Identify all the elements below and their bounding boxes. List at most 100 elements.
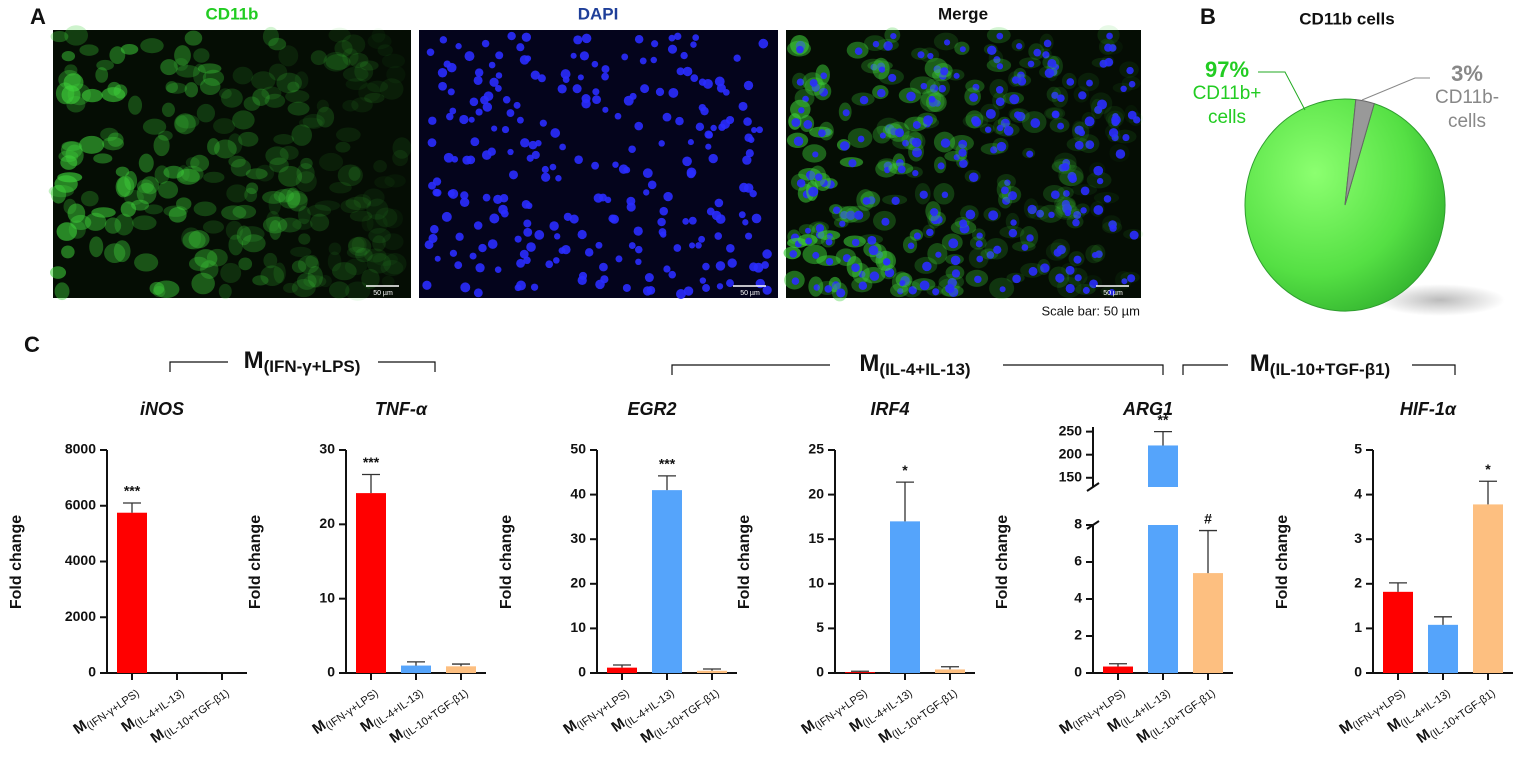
nucleus: [506, 109, 515, 117]
nucleus: [647, 180, 657, 190]
nucleus: [439, 36, 448, 44]
y-tick-label: 0: [1074, 664, 1082, 680]
cell: [104, 217, 122, 234]
cell: [353, 194, 372, 209]
nucleus: [1074, 140, 1084, 150]
nucleus: [877, 88, 886, 98]
cell: [273, 189, 295, 203]
nucleus: [539, 119, 547, 127]
cell: [273, 134, 295, 145]
nucleus: [1093, 165, 1104, 176]
cell: [305, 254, 319, 269]
cell: [278, 45, 299, 67]
nucleus: [836, 288, 846, 298]
nucleus: [488, 61, 496, 69]
nucleus: [1021, 244, 1029, 251]
nucleus: [602, 106, 609, 113]
nucleus: [920, 82, 928, 90]
group-label: M(IL-4+IL-13): [859, 350, 970, 379]
cell: [101, 87, 126, 103]
cell: [244, 187, 258, 203]
cell: [268, 63, 288, 81]
y-tick-label: 1: [1354, 619, 1362, 635]
cell: [200, 260, 219, 279]
cell: [345, 78, 368, 91]
nucleus: [673, 244, 682, 252]
nucleus: [704, 130, 713, 139]
nucleus: [940, 138, 951, 148]
cell: [134, 253, 159, 272]
nucleus: [1126, 66, 1134, 75]
nucleus: [1093, 205, 1104, 215]
cell: [104, 243, 126, 263]
nucleus: [537, 74, 546, 83]
nucleus: [464, 51, 475, 62]
cell: [176, 197, 192, 211]
nucleus: [1129, 230, 1139, 240]
cell: [226, 184, 248, 203]
nucleus: [702, 284, 711, 292]
nucleus: [743, 80, 754, 91]
nucleus: [560, 69, 571, 80]
nucleus: [815, 224, 825, 233]
nucleus: [1072, 218, 1080, 227]
cell: [307, 204, 332, 217]
cell: [221, 205, 247, 221]
cell: [331, 262, 357, 281]
nucleus: [872, 40, 880, 48]
y-tick-label: 4000: [65, 552, 96, 568]
nucleus: [460, 282, 471, 293]
nucleus: [996, 141, 1007, 152]
nucleus: [1047, 58, 1057, 69]
y-tick-label: 2: [1354, 575, 1362, 591]
nucleus: [1057, 94, 1065, 102]
group-sub: (IL-4+IL-13): [879, 360, 970, 379]
nucleus: [940, 67, 949, 76]
error-bar: [1109, 663, 1127, 667]
bar: [697, 670, 727, 673]
nucleus: [441, 211, 452, 222]
cell: [386, 65, 406, 84]
nucleus: [433, 188, 442, 197]
nucleus: [1109, 224, 1117, 232]
error-bar: [703, 668, 721, 671]
nucleus: [473, 288, 483, 298]
nucleus: [985, 108, 996, 119]
cell: [153, 280, 180, 299]
cell: [262, 216, 288, 234]
nucleus: [891, 196, 900, 205]
cell: [345, 196, 372, 211]
nucleus: [793, 136, 804, 147]
cell: [296, 272, 317, 290]
cell: [49, 266, 67, 279]
nucleus: [751, 213, 762, 224]
cell: [260, 265, 285, 287]
panel-label: C: [24, 332, 40, 357]
cell: [113, 84, 128, 99]
group-main: M: [859, 350, 879, 377]
y-tick-label: 200: [1059, 445, 1083, 461]
cell: [188, 230, 210, 249]
cell: [375, 207, 398, 228]
leader-line: [1361, 77, 1430, 101]
nucleus: [726, 244, 735, 253]
cell: [268, 193, 281, 215]
nucleus: [971, 117, 982, 127]
nucleus: [1026, 234, 1034, 242]
nucleus: [507, 31, 516, 41]
nucleus: [499, 194, 509, 203]
cell: [70, 214, 92, 231]
nucleus: [890, 32, 897, 40]
nucleus: [1091, 251, 1099, 259]
cell: [335, 141, 351, 153]
cell: [366, 213, 388, 234]
nucleus: [839, 141, 850, 151]
group-header: M(IFN-γ+LPS) M(IL-4+IL-13) M(IL-10+TGF-β…: [169, 347, 1456, 379]
cell: [174, 113, 196, 135]
cell: [392, 149, 409, 167]
y-axis-label: Fold change: [8, 515, 25, 609]
nucleus: [591, 60, 599, 68]
nucleus: [1078, 91, 1087, 100]
cell: [327, 251, 342, 272]
